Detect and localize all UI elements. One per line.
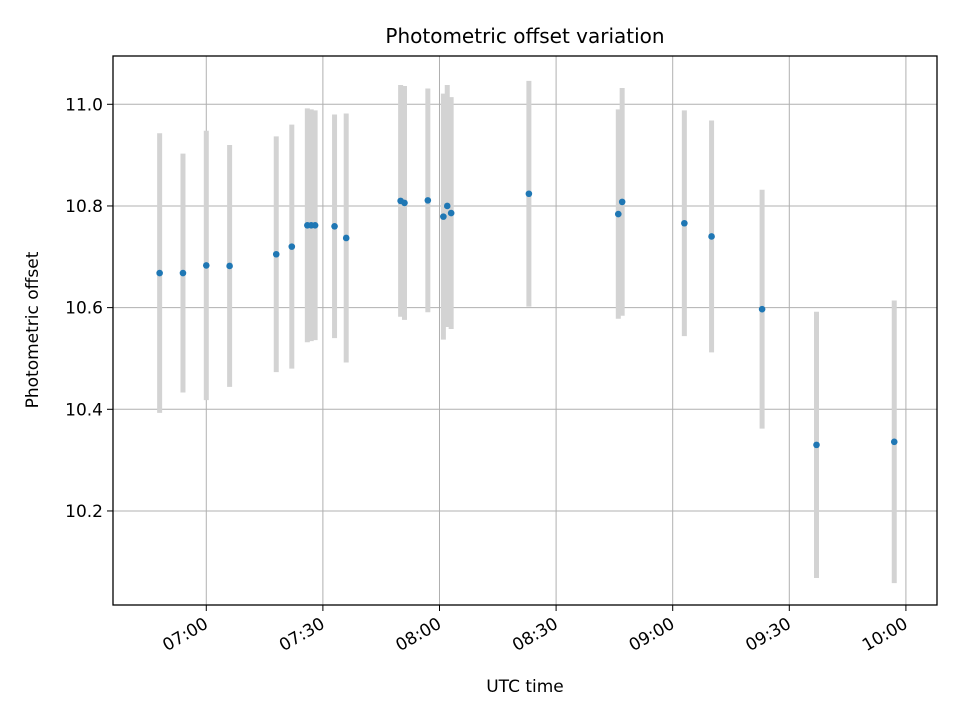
data-point <box>813 441 820 449</box>
data-point <box>342 234 350 242</box>
plot-frame <box>112 55 938 606</box>
y-tick-label: 10.8 <box>65 197 103 217</box>
y-axis-label: Photometric offset <box>23 251 43 408</box>
data-point <box>525 190 533 198</box>
data-point <box>708 233 715 240</box>
data-point <box>179 269 187 277</box>
gridlines <box>113 56 937 605</box>
data-point <box>681 219 688 227</box>
data-point <box>758 305 766 313</box>
data-point <box>272 250 280 258</box>
data-point <box>440 213 447 220</box>
data-point <box>401 199 408 207</box>
data-point <box>443 202 451 210</box>
y-tick-label: 10.4 <box>65 400 103 420</box>
y-tick-label: 10.6 <box>65 299 103 319</box>
data-point <box>890 438 898 446</box>
data-point <box>226 262 233 270</box>
data-point <box>614 210 622 218</box>
data-point <box>618 198 626 206</box>
data-point <box>288 243 296 250</box>
data-point <box>447 209 455 217</box>
chart-title: Photometric offset variation <box>385 24 664 48</box>
data-point <box>311 221 319 229</box>
data-points <box>156 190 898 449</box>
y-tick-label: 10.2 <box>65 502 103 522</box>
data-point <box>424 197 432 204</box>
y-axis-ticks: 10.2 10.4 10.6 10.8 11.0 <box>65 95 113 522</box>
x-axis-label: UTC time <box>486 677 564 697</box>
y-tick-label: 11.0 <box>65 95 103 115</box>
data-point <box>156 269 163 277</box>
data-point <box>331 222 338 230</box>
data-point <box>202 262 210 269</box>
